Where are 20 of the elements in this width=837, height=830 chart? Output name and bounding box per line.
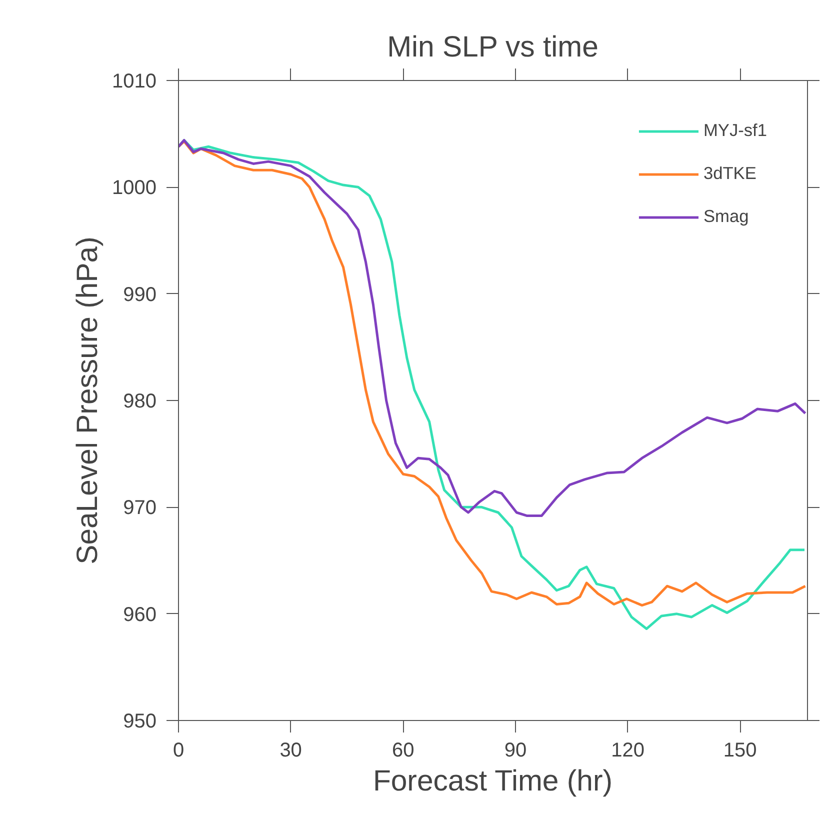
legend-label: Smag: [703, 206, 749, 227]
y-tick-label: 970: [123, 497, 157, 520]
legend-label: MYJ-sf1: [703, 120, 767, 141]
x-axis-title: Forecast Time (hr): [372, 764, 613, 798]
y-axis-title: SeaLevel Pressure (hPa): [71, 236, 104, 564]
legend-label: 3dTKE: [703, 163, 756, 184]
y-tick-label: 990: [123, 284, 157, 306]
line-series: [178, 138, 807, 517]
chart-title: Min SLP vs time: [387, 30, 598, 64]
y-tick-label: 1000: [112, 177, 157, 200]
x-tick-label: 150: [723, 740, 757, 762]
x-tick-label: 120: [611, 740, 644, 762]
x-tick-label: 90: [504, 740, 527, 762]
y-tick-label: 980: [123, 390, 157, 412]
x-tick-label: 30: [280, 740, 302, 762]
y-tick-label: 950: [123, 710, 157, 732]
y-tick-label: 960: [123, 604, 157, 626]
x-tick-label: 60: [392, 740, 414, 762]
y-tick-label: 1010: [112, 70, 157, 92]
x-tick-label: 0: [172, 740, 184, 762]
